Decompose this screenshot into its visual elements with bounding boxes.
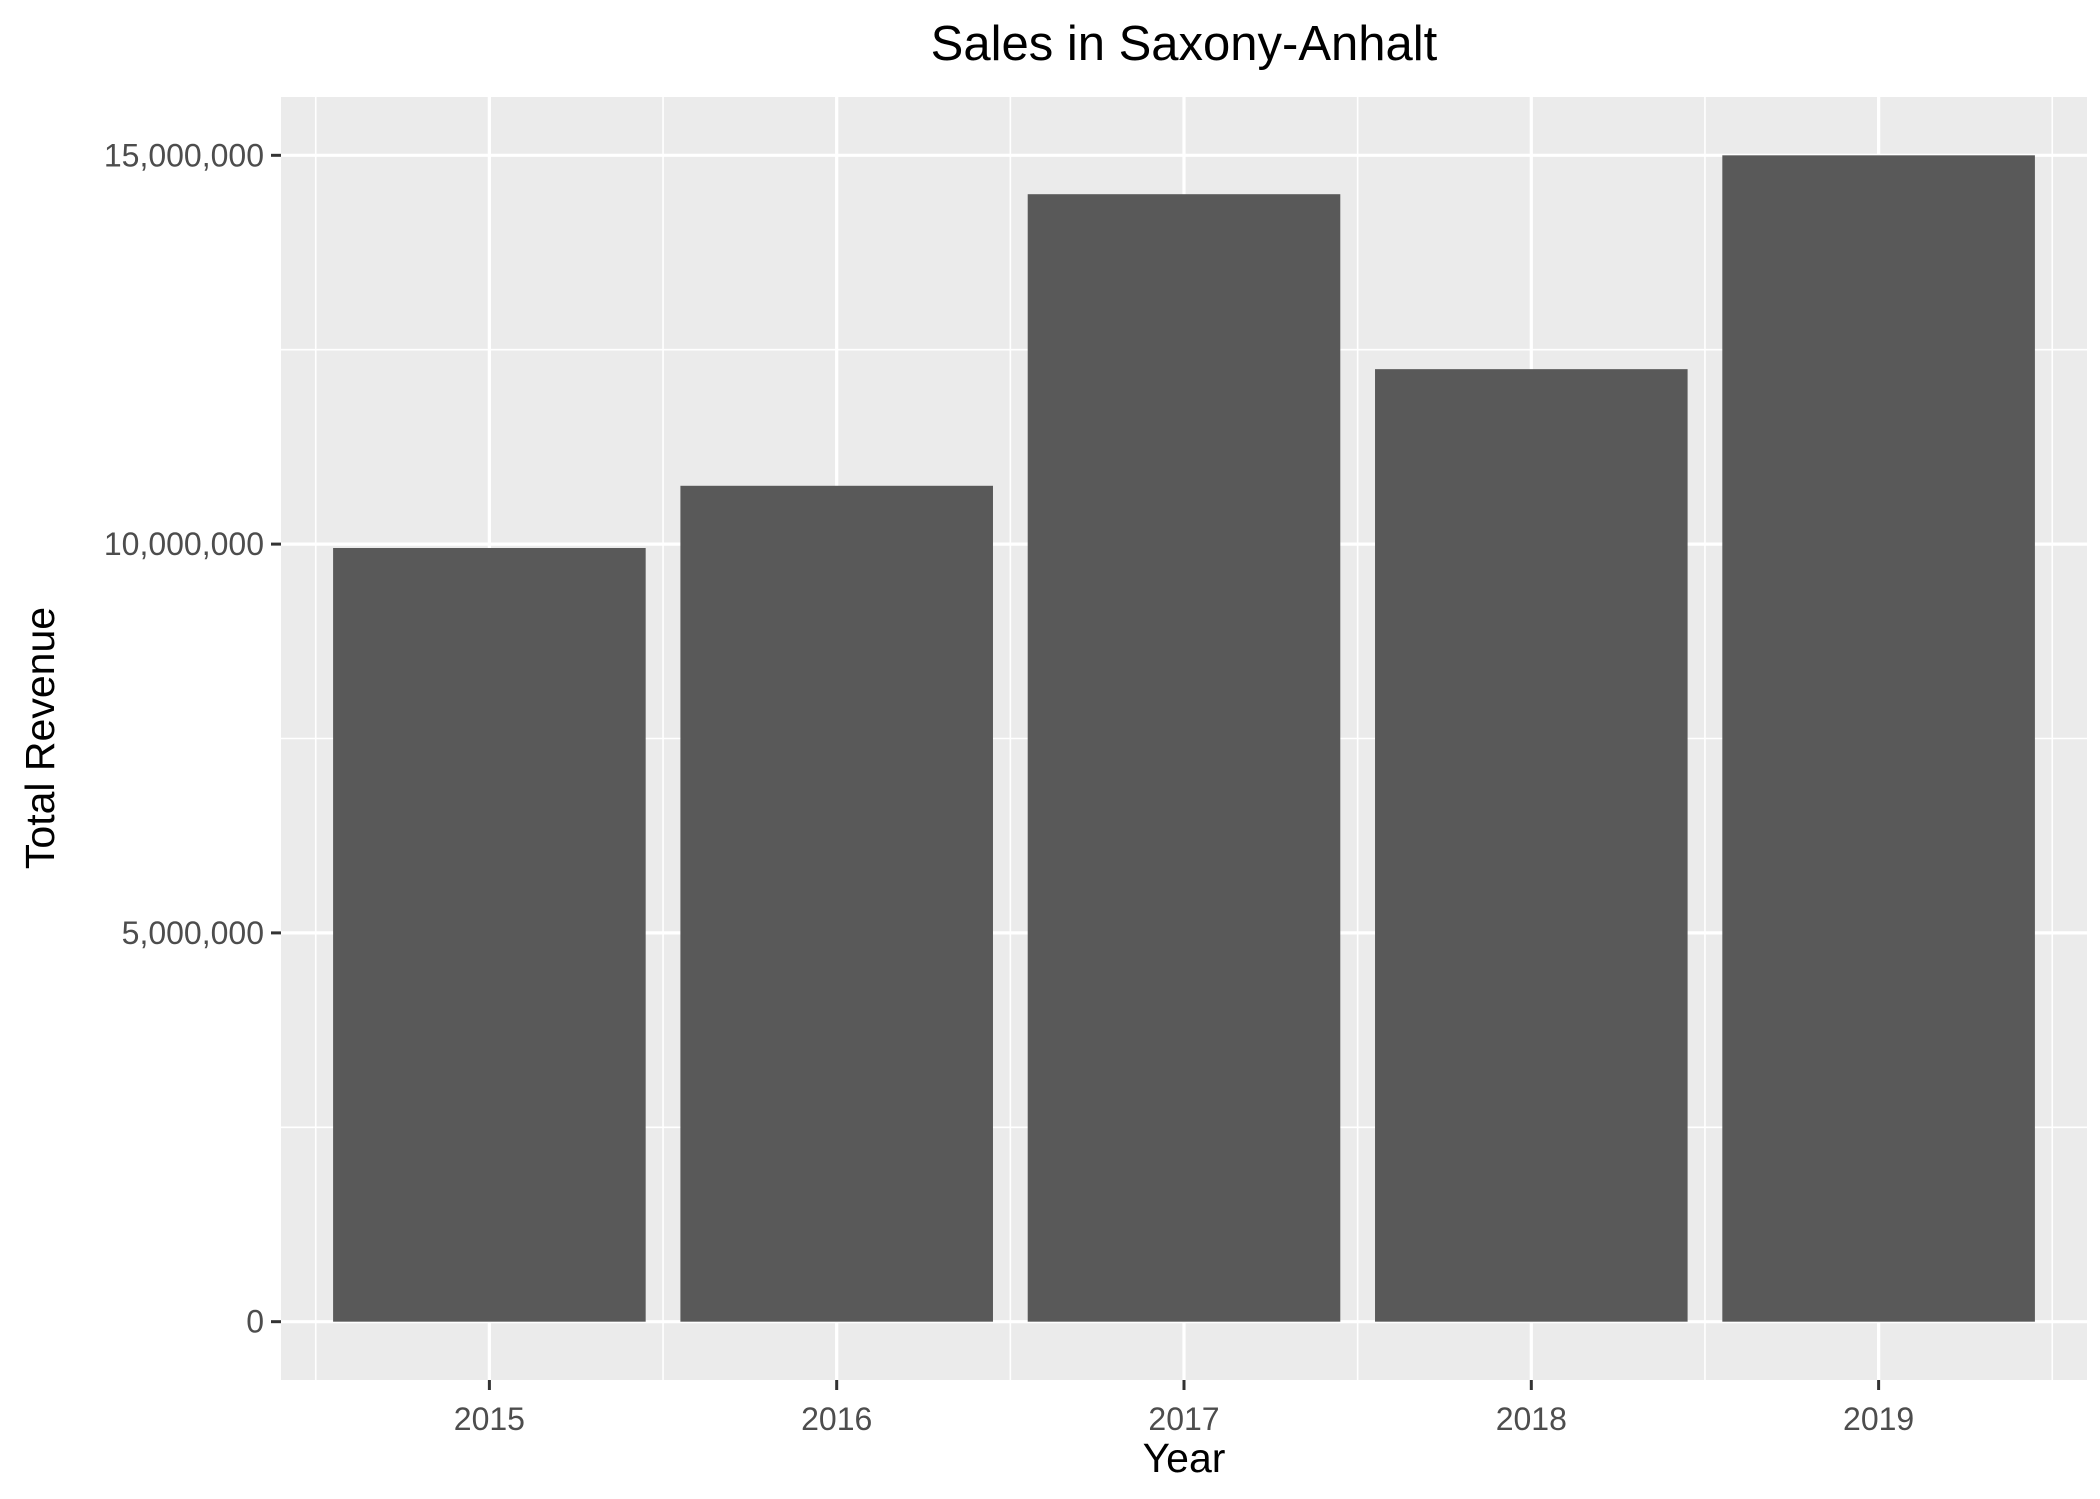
y-tick-label: 5,000,000 [122,915,264,951]
chart-title: Sales in Saxony-Anhalt [931,17,1438,71]
bar-2016 [680,485,993,1322]
x-tick-label: 2018 [1496,1401,1567,1437]
bar-2018 [1375,369,1688,1322]
y-axis: 0 5,000,000 10,000,000 15,000,000 [104,137,281,1340]
bar-2015 [333,547,646,1322]
bar-2017 [1027,194,1341,1322]
y-axis-title: Total Revenue [17,607,63,869]
x-tick-label: 2016 [801,1401,872,1437]
bar-2019 [1722,155,2035,1322]
x-axis: 2015 2016 2017 2018 2019 [454,1380,1914,1437]
x-axis-title: Year [1143,1435,1226,1481]
bars [333,155,2035,1322]
y-tick-label: 15,000,000 [104,137,264,173]
x-tick-label: 2017 [1148,1401,1219,1437]
x-tick-label: 2015 [454,1401,525,1437]
y-tick-label: 0 [246,1304,264,1340]
x-tick-label: 2019 [1843,1401,1914,1437]
y-tick-label: 10,000,000 [104,526,264,562]
